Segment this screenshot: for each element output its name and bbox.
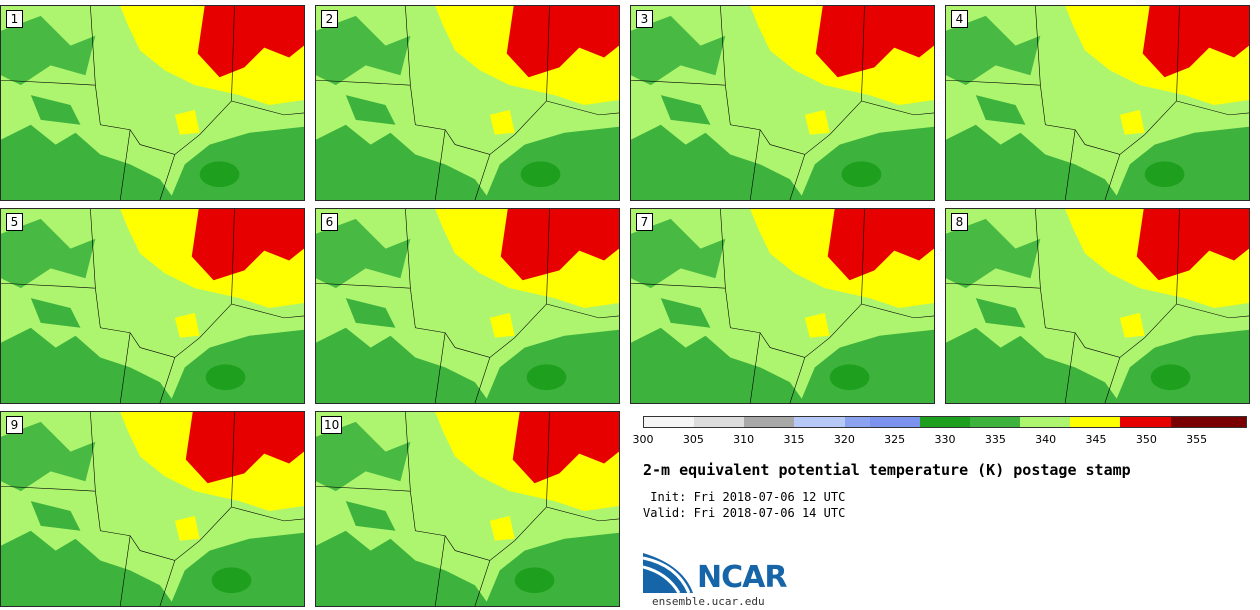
- member-number-label: 4: [951, 10, 968, 28]
- colorbar-segment: [1145, 417, 1171, 427]
- map-field: [946, 209, 1249, 403]
- colorbar-tick-label: 335: [984, 433, 1006, 446]
- member-number-label: 1: [6, 10, 23, 28]
- colorbar-tick-label: 330: [934, 433, 956, 446]
- colorbar-segment: [719, 417, 745, 427]
- member-number-label: 7: [636, 213, 653, 231]
- member-number-label: 6: [321, 213, 338, 231]
- map-field: [316, 209, 619, 403]
- colorbar-segment: [694, 417, 720, 427]
- colorbar-tick-label: 300: [632, 433, 654, 446]
- member-number-label: 3: [636, 10, 653, 28]
- map-field: [946, 6, 1249, 200]
- colorbar-segment: [794, 417, 820, 427]
- valid-time: Valid: Fri 2018-07-06 14 UTC: [643, 506, 846, 520]
- figure-title: 2-m equivalent potential temperature (K)…: [643, 461, 1131, 479]
- ensemble-member-panel: 10: [315, 411, 620, 607]
- ensemble-member-panel: 1: [0, 5, 305, 201]
- colorbar-segment: [995, 417, 1021, 427]
- member-number-label: 8: [951, 213, 968, 231]
- map-field: [631, 209, 934, 403]
- colorbar-segment: [1020, 417, 1046, 427]
- colorbar-tick-label: 315: [783, 433, 805, 446]
- map-field: [1, 412, 304, 606]
- ensemble-member-panel: 2: [315, 5, 620, 201]
- ensemble-member-panel: 7: [630, 208, 935, 404]
- colorbar-segment: [1120, 417, 1146, 427]
- colorbar-segment: [1095, 417, 1121, 427]
- member-number-label: 5: [6, 213, 23, 231]
- colorbar-segment: [844, 417, 870, 427]
- colorbar-tick-label: 355: [1186, 433, 1208, 446]
- ensemble-member-panel: 5: [0, 208, 305, 404]
- map-field: [316, 412, 619, 606]
- colorbar-segment: [1170, 417, 1196, 427]
- ncar-logo-icon: [643, 553, 693, 594]
- member-number-label: 10: [321, 416, 343, 434]
- colorbar-tick-label: 310: [733, 433, 755, 446]
- colorbar-tick-label: 325: [884, 433, 906, 446]
- colorbar-segment: [744, 417, 770, 427]
- colorbar-tick-label: 340: [1035, 433, 1057, 446]
- colorbar-segment: [970, 417, 996, 427]
- colorbar-tick-label: 345: [1085, 433, 1107, 446]
- init-time: Init: Fri 2018-07-06 12 UTC: [643, 490, 846, 504]
- ncar-logo-text: NCAR: [697, 560, 787, 595]
- run-info: Init: Fri 2018-07-06 12 UTC Valid: Fri 20…: [643, 489, 845, 521]
- colorbar-segment: [819, 417, 845, 427]
- ensemble-member-panel: 8: [945, 208, 1250, 404]
- member-number-label: 9: [6, 416, 23, 434]
- site-url: ensemble.ucar.edu: [652, 595, 765, 608]
- colorbar-tick-label: 350: [1135, 433, 1157, 446]
- colorbar-tick-label: 305: [682, 433, 704, 446]
- colorbar-tick-labels: 300 305 310 315 320 325 330 335 340 345 350 355: [633, 433, 1247, 447]
- map-field: [1, 209, 304, 403]
- colorbar-segment: [894, 417, 920, 427]
- colorbar-segment: [869, 417, 895, 427]
- map-field: [631, 6, 934, 200]
- colorbar-segment: [1045, 417, 1071, 427]
- map-field: [1, 6, 304, 200]
- ensemble-member-panel: 4: [945, 5, 1250, 201]
- colorbar-tick-label: 320: [833, 433, 855, 446]
- colorbar-segment: [1195, 417, 1221, 427]
- colorbar-segment: [644, 417, 670, 427]
- colorbar-segment: [944, 417, 971, 427]
- map-field: [316, 6, 619, 200]
- ensemble-member-panel: 6: [315, 208, 620, 404]
- colorbar-segment: [769, 417, 795, 427]
- colorbar-segment: [669, 417, 695, 427]
- ensemble-member-panel: 9: [0, 411, 305, 607]
- colorbar-segment: [1070, 417, 1096, 427]
- member-number-label: 2: [321, 10, 338, 28]
- colorbar: [643, 416, 1247, 428]
- colorbar-segment: [919, 417, 945, 427]
- ensemble-member-panel: 3: [630, 5, 935, 201]
- colorbar-segment: [1220, 417, 1246, 427]
